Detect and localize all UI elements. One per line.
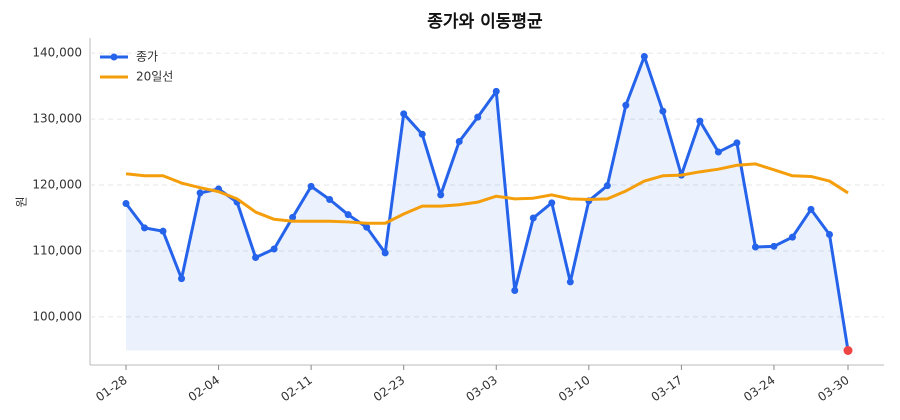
x-tick-label: 03-10 xyxy=(556,373,593,404)
y-tick-label: 100,000 xyxy=(32,309,82,323)
y-axis-label: 원 xyxy=(15,196,29,207)
point xyxy=(196,189,204,197)
x-tick-label: 01-28 xyxy=(93,373,130,404)
legend-label: 종가 xyxy=(136,50,158,64)
chart-title: 종가와 이동평균 xyxy=(427,12,543,32)
point xyxy=(141,224,149,232)
point xyxy=(381,249,389,257)
point xyxy=(733,139,741,147)
point xyxy=(843,345,853,355)
y-tick-label: 130,000 xyxy=(32,112,82,126)
x-tick-label: 03-24 xyxy=(741,373,778,404)
point xyxy=(640,52,648,60)
line xyxy=(125,162,849,225)
point xyxy=(566,278,574,286)
point xyxy=(455,138,463,146)
point xyxy=(326,196,334,204)
point xyxy=(622,101,630,109)
point xyxy=(344,211,352,219)
x-tick-label: 02-04 xyxy=(186,373,223,404)
point xyxy=(492,87,500,95)
point xyxy=(363,223,371,231)
point xyxy=(825,230,833,238)
point xyxy=(159,227,167,235)
point xyxy=(770,242,778,250)
x-tick-label: 03-03 xyxy=(463,373,500,404)
point xyxy=(307,182,315,190)
point xyxy=(807,205,815,213)
legend-marker xyxy=(110,53,118,61)
point xyxy=(178,275,186,283)
point xyxy=(788,233,796,241)
point xyxy=(751,243,759,251)
y-tick-label: 110,000 xyxy=(32,243,82,257)
point xyxy=(418,130,426,138)
x-tick-label: 02-11 xyxy=(278,373,315,404)
point xyxy=(714,148,722,156)
point xyxy=(529,214,537,222)
point xyxy=(122,199,130,207)
point xyxy=(548,199,556,207)
x-tick-label: 03-30 xyxy=(815,373,852,404)
y-tick-label: 120,000 xyxy=(32,178,82,192)
legend-label: 20일선 xyxy=(136,70,173,84)
point xyxy=(400,110,408,118)
point xyxy=(511,287,519,295)
line xyxy=(124,54,850,351)
x-tick-label: 02-23 xyxy=(371,373,408,404)
point xyxy=(437,191,445,199)
point xyxy=(603,182,611,190)
y-tick-label: 140,000 xyxy=(32,46,82,60)
point xyxy=(696,117,704,125)
x-tick-label: 03-17 xyxy=(649,373,686,404)
point xyxy=(252,254,260,262)
point xyxy=(659,107,667,115)
point xyxy=(474,113,482,121)
point xyxy=(270,245,278,253)
point xyxy=(289,213,297,221)
